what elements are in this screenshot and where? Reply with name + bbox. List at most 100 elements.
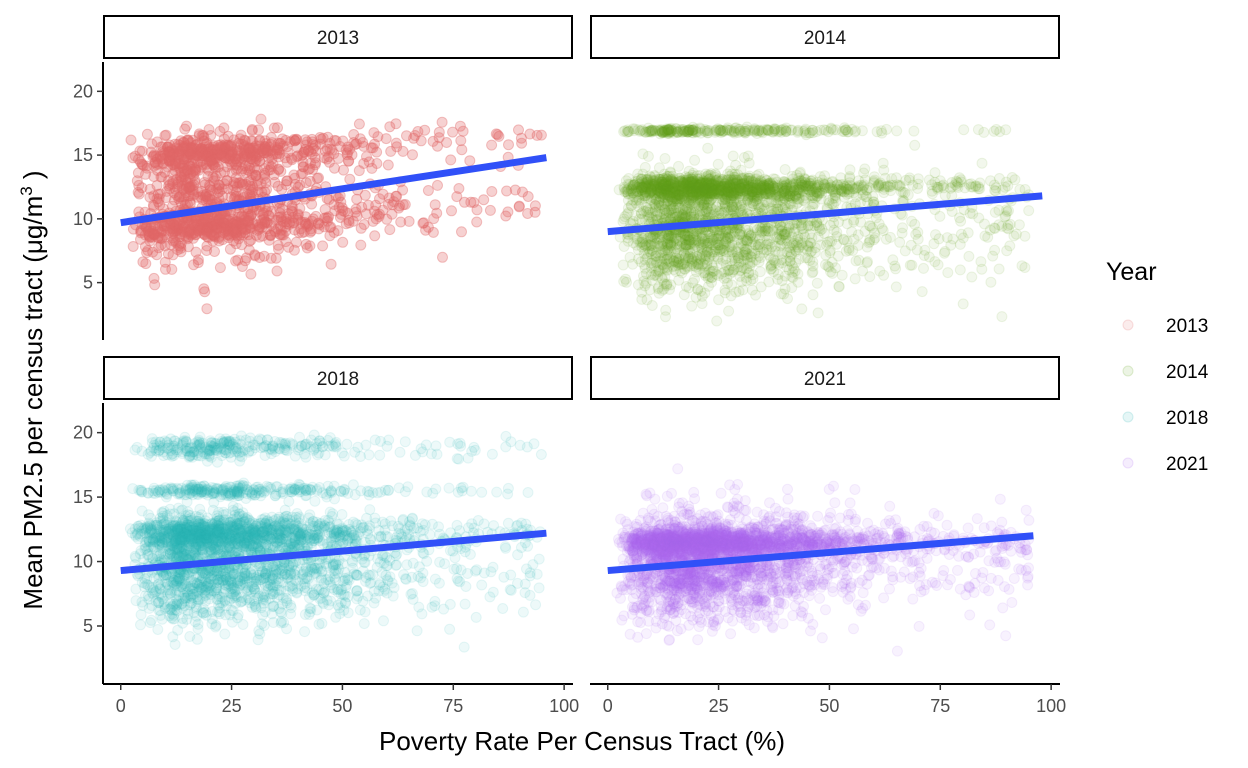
data-point bbox=[746, 284, 758, 296]
data-point bbox=[875, 125, 887, 137]
data-point bbox=[742, 233, 754, 245]
data-point bbox=[313, 223, 325, 235]
data-point bbox=[833, 280, 845, 292]
data-point bbox=[363, 156, 375, 168]
data-point bbox=[225, 217, 237, 229]
data-point bbox=[244, 147, 256, 159]
data-point bbox=[422, 221, 434, 233]
data-point bbox=[640, 205, 652, 217]
data-point bbox=[257, 230, 269, 242]
data-point bbox=[309, 152, 321, 164]
data-point bbox=[198, 144, 210, 155]
data-point bbox=[265, 145, 277, 157]
data-point bbox=[337, 135, 349, 147]
data-point bbox=[985, 276, 997, 288]
data-point bbox=[535, 449, 547, 460]
data-point bbox=[201, 240, 213, 252]
data-point bbox=[412, 126, 424, 137]
data-point bbox=[811, 277, 823, 289]
data-point bbox=[163, 146, 175, 157]
data-point bbox=[190, 166, 201, 177]
data-point bbox=[237, 152, 248, 164]
data-point bbox=[870, 212, 882, 224]
data-point bbox=[1013, 219, 1025, 231]
data-point bbox=[478, 194, 490, 206]
data-point bbox=[183, 190, 194, 202]
data-point bbox=[694, 170, 706, 181]
data-point bbox=[220, 150, 232, 162]
data-point bbox=[168, 145, 180, 157]
data-point bbox=[415, 135, 427, 147]
data-point bbox=[1000, 124, 1012, 136]
data-point bbox=[183, 224, 195, 236]
data-point bbox=[394, 200, 406, 212]
data-point bbox=[979, 230, 991, 242]
data-point bbox=[241, 151, 253, 163]
data-point bbox=[247, 184, 259, 196]
data-point bbox=[660, 311, 671, 323]
data-point bbox=[214, 262, 226, 274]
data-point bbox=[178, 217, 190, 229]
data-point bbox=[258, 143, 269, 155]
data-point bbox=[159, 229, 171, 241]
data-point bbox=[182, 151, 194, 163]
data-point bbox=[337, 236, 349, 248]
data-point bbox=[730, 193, 742, 205]
data-point bbox=[198, 145, 209, 157]
data-point bbox=[957, 298, 969, 310]
data-point bbox=[252, 164, 263, 176]
data-point bbox=[180, 154, 191, 166]
data-point bbox=[409, 130, 421, 141]
data-point bbox=[371, 146, 383, 158]
facet-panel-2018: 2018 bbox=[103, 356, 573, 653]
data-point bbox=[386, 208, 398, 220]
data-point bbox=[219, 142, 231, 154]
data-point bbox=[306, 215, 318, 227]
data-point bbox=[253, 143, 265, 155]
data-point bbox=[201, 303, 213, 315]
data-point bbox=[1016, 260, 1028, 272]
data-point bbox=[770, 197, 782, 209]
data-point bbox=[666, 207, 678, 219]
data-point bbox=[978, 126, 990, 138]
data-point bbox=[254, 221, 266, 233]
data-point bbox=[332, 225, 344, 237]
data-point bbox=[254, 140, 265, 152]
data-point bbox=[382, 159, 394, 171]
data-point bbox=[245, 183, 257, 195]
data-point bbox=[266, 137, 278, 149]
data-point bbox=[942, 267, 954, 279]
data-point bbox=[195, 224, 207, 236]
data-point bbox=[160, 129, 172, 141]
data-point bbox=[857, 189, 869, 201]
data-point bbox=[202, 220, 214, 232]
data-point bbox=[208, 219, 220, 231]
data-point bbox=[807, 266, 819, 278]
data-point bbox=[180, 187, 192, 199]
data-point bbox=[273, 163, 285, 175]
data-point bbox=[471, 204, 483, 216]
data-point bbox=[189, 221, 201, 233]
data-point bbox=[422, 185, 434, 196]
data-point bbox=[428, 213, 440, 225]
data-point bbox=[230, 227, 242, 239]
data-point bbox=[635, 256, 647, 268]
data-point bbox=[286, 205, 298, 217]
data-point bbox=[342, 207, 354, 219]
data-point bbox=[530, 599, 542, 611]
data-point bbox=[954, 264, 966, 276]
data-point bbox=[623, 183, 635, 195]
data-point bbox=[204, 154, 216, 166]
data-point bbox=[649, 198, 661, 210]
data-point bbox=[868, 234, 880, 246]
data-point bbox=[792, 185, 804, 197]
data-point bbox=[274, 228, 286, 240]
data-point bbox=[149, 157, 161, 168]
data-point bbox=[747, 177, 759, 189]
data-point bbox=[876, 223, 888, 234]
data-point bbox=[179, 226, 190, 238]
data-point bbox=[257, 209, 269, 221]
data-point bbox=[912, 233, 924, 245]
data-point bbox=[529, 200, 541, 212]
data-point bbox=[231, 156, 243, 168]
